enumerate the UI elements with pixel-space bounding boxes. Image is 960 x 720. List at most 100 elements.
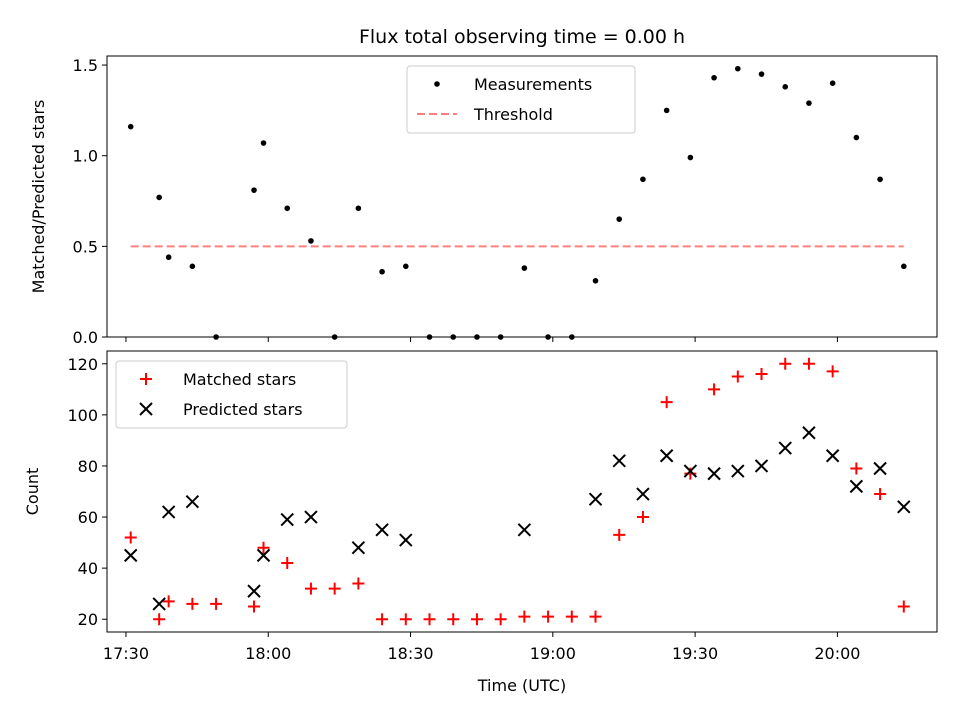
measurements-point (156, 194, 162, 201)
predicted-stars-point (351, 540, 366, 555)
predicted-stars-point (588, 492, 603, 506)
measurements-point (284, 205, 291, 212)
matched-stars-point (779, 357, 792, 370)
measurements-point (782, 84, 789, 90)
matched-stars-point (518, 610, 531, 623)
matched-stars-point (684, 467, 697, 480)
measurements-point (687, 154, 694, 161)
measurements-point (521, 265, 528, 271)
matched-stars-point (708, 383, 721, 396)
predicted-stars-point (280, 512, 294, 527)
chart-title: Flux total observing time = 0.00 h (359, 26, 685, 48)
axes-frame (106, 350, 938, 633)
measurements-point (426, 334, 433, 340)
y-axis-label: Matched/Predicted stars (29, 100, 48, 294)
measurements-point (450, 334, 457, 340)
predicted-stars-point (612, 454, 626, 468)
series-marks (127, 65, 907, 340)
predicted-stars-point (161, 505, 176, 519)
axes-frame (106, 55, 938, 338)
matched-stars-point (210, 597, 223, 610)
legend-box (115, 360, 348, 429)
matched-stars-point (470, 613, 483, 626)
predicted-stars-point (185, 495, 200, 509)
measurements-point (663, 107, 670, 114)
legend-label: Predicted stars (183, 400, 303, 419)
legend-label: Threshold (473, 105, 553, 124)
y-axis-label: Count (23, 468, 42, 516)
measurements-point (403, 263, 409, 270)
legend: Matched stars Predicted stars (115, 360, 348, 429)
measurements-point (806, 100, 812, 106)
y-tick-label: 1.0 (73, 147, 98, 166)
matched-stars-point (281, 557, 294, 570)
matched-stars-point (850, 462, 863, 475)
measurements-point (853, 134, 860, 141)
y-tick-label: 1.5 (73, 56, 98, 75)
measurements-point (592, 278, 599, 284)
measurements-point (711, 74, 717, 81)
x-tick-label: 19:00 (530, 644, 576, 663)
predicted-stars-point (256, 548, 271, 563)
matched-stars-point (328, 582, 341, 595)
predicted-stars-point (304, 510, 318, 524)
x-tick-label: 20:00 (814, 644, 860, 663)
matched-stars-point (897, 600, 910, 613)
measurements-point (735, 65, 741, 72)
legend-predicted-stars-marker (139, 402, 153, 416)
matched-stars-point (755, 367, 768, 380)
matched-stars-point (153, 613, 166, 626)
predicted-stars-point (659, 449, 674, 463)
y-tick-label: 40 (78, 559, 98, 578)
predicted-stars-point (683, 464, 698, 478)
y-tick-label: 120 (67, 355, 98, 374)
measurements-point (189, 263, 196, 270)
y-tick-label: 0.0 (73, 328, 98, 347)
measurements-point (331, 334, 338, 340)
measurements-point (758, 71, 765, 77)
matched-stars-point (731, 370, 744, 383)
predicted-stars-point (636, 487, 650, 501)
x-tick-label: 18:00 (245, 644, 291, 663)
x-tick-label: 18:30 (387, 644, 433, 663)
x-tick-label: 17:30 (103, 644, 149, 663)
measurements-point (901, 263, 907, 270)
matched-stars-point (399, 613, 412, 626)
matched-stars-point (186, 597, 199, 610)
measurements-point (474, 334, 480, 340)
legend-box (406, 65, 636, 134)
matched-stars-point (660, 396, 673, 409)
matched-stars-point (352, 577, 365, 590)
matched-stars-point (826, 365, 839, 378)
matched-stars-point (802, 357, 815, 370)
measurements-point (497, 334, 504, 340)
predicted-stars-point (825, 449, 840, 463)
predicted-stars-point (707, 466, 721, 481)
flux-ratio-panel: 0.0 0.5 1.0 1.5 Matched/Predicted stars Measu… (29, 55, 938, 347)
predicted-stars-point (897, 500, 911, 514)
measurements-point (545, 334, 551, 340)
predicted-stars-point (247, 584, 261, 598)
y-tick-label: 100 (67, 406, 98, 425)
star-count-panel: 20 40 60 80 100 120 17:30 18:00 18:30 19:00 19:30 2… (23, 350, 938, 695)
matched-stars-point (376, 613, 389, 626)
measurements-point (251, 187, 257, 193)
measurements-point (569, 334, 575, 340)
matched-stars-point (257, 541, 270, 554)
series-marks (124, 357, 911, 626)
predicted-stars-point (517, 523, 532, 537)
legend: Measurements Threshold (406, 65, 636, 134)
legend-label: Matched stars (183, 370, 296, 389)
x-axis-label: Time (UTC) (477, 676, 566, 695)
predicted-stars-point (778, 441, 792, 455)
legend-label: Measurements (474, 75, 592, 94)
matched-stars-point (542, 610, 555, 623)
measurements-point (308, 238, 314, 244)
predicted-stars-point (124, 548, 138, 563)
matched-stars-point (124, 531, 137, 544)
measurements-point (640, 176, 646, 183)
measurements-point (829, 80, 836, 86)
measurements-point (877, 176, 883, 183)
matched-stars-point (874, 488, 887, 501)
